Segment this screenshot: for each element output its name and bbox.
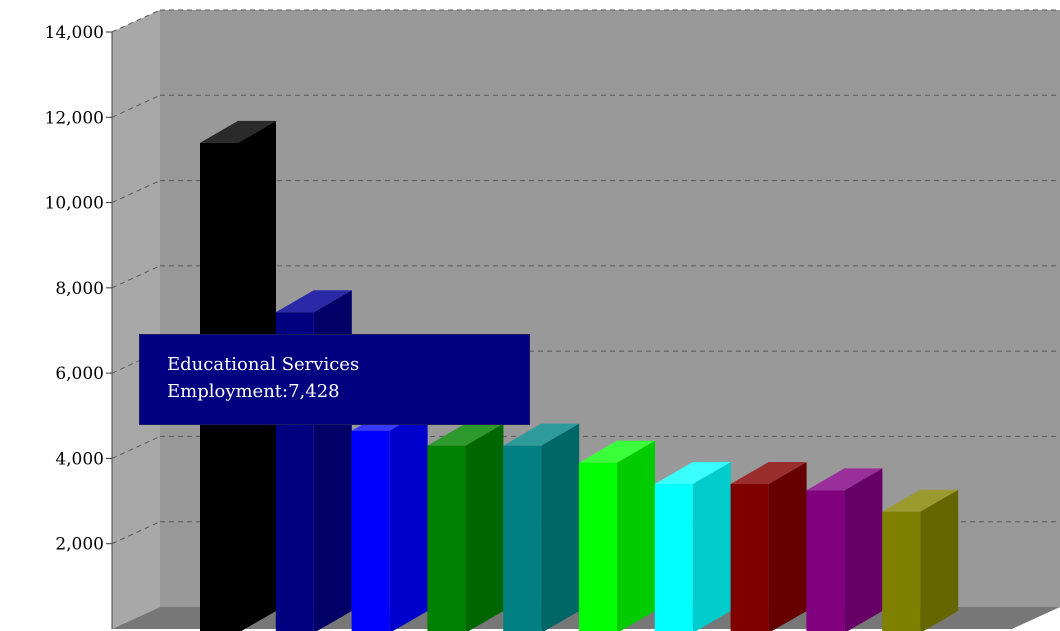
- bar-7-side: [768, 462, 807, 631]
- bar-8-top: [806, 468, 883, 491]
- y-tick-label-4: 10,000: [45, 194, 104, 214]
- bar-8-front: [806, 490, 845, 631]
- bar-2-side: [389, 408, 428, 631]
- bar-4-top: [503, 423, 580, 446]
- bar-2: [351, 408, 428, 631]
- bar-8-side: [844, 468, 883, 631]
- side-wall: [112, 10, 160, 629]
- bar-0-top: [200, 120, 276, 143]
- y-tick-label-2: 6,000: [55, 364, 104, 384]
- y-tick-label-3: 8,000: [55, 279, 104, 299]
- y-tick-label-5: 12,000: [45, 108, 104, 128]
- y-tick-label-6: 14,000: [45, 23, 104, 43]
- bar-2-front: [351, 430, 390, 631]
- bar-1-top: [275, 290, 352, 313]
- bar-3: [427, 423, 504, 631]
- bar-5: [579, 440, 655, 631]
- bar-7-top: [730, 462, 807, 485]
- bar-6-front: [654, 484, 693, 631]
- bar-6-top: [654, 462, 731, 485]
- bar-9-top: [882, 489, 959, 512]
- bar-9-front: [882, 511, 921, 631]
- bar-6-side: [692, 462, 731, 631]
- bar-6: [654, 462, 731, 631]
- tooltip-category: Educational Services: [167, 354, 360, 375]
- bar-8: [806, 468, 883, 631]
- bar-4-front: [503, 445, 542, 631]
- bar-5-side: [617, 440, 655, 631]
- bar-9-side: [920, 489, 959, 631]
- bar-7: [730, 462, 807, 631]
- bar-4-side: [541, 423, 580, 631]
- chart-tooltip: Educational Services Employment:7,428: [139, 334, 530, 425]
- y-tick-label-1: 4,000: [55, 449, 104, 469]
- bar-3-front: [427, 445, 466, 631]
- bar-7-front: [730, 484, 769, 631]
- bars: [200, 120, 959, 631]
- y-tick-label-0: 2,000: [55, 535, 104, 555]
- y-axis: 2,000 4,000 6,000 8,000 10,000 12,000 14,000: [45, 23, 112, 555]
- bar-5-top: [579, 440, 655, 463]
- bar-5-front: [579, 462, 617, 631]
- tooltip-value: Employment:7,428: [167, 381, 340, 402]
- bar-4: [503, 423, 580, 631]
- bar-9: [882, 489, 959, 631]
- bar-3-side: [465, 423, 504, 631]
- bar-3-top: [427, 423, 504, 446]
- chart-gridlines: [111, 9, 1060, 545]
